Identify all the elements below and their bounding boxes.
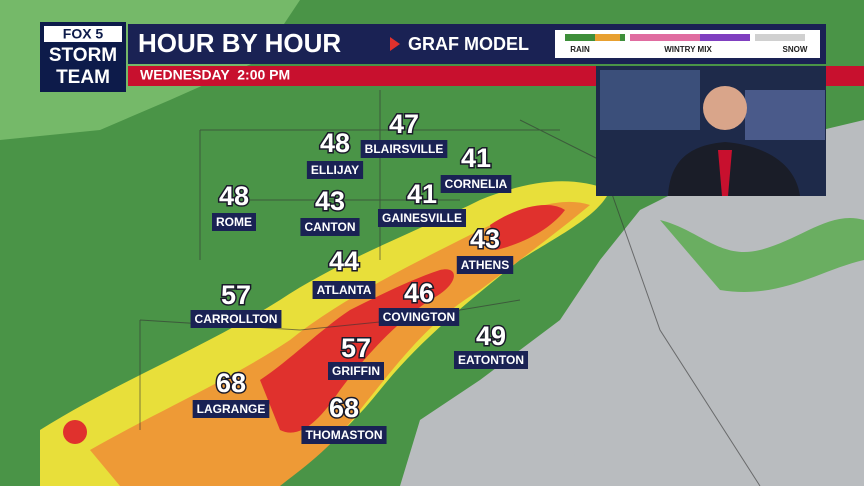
logo-brand: FOX 5 bbox=[63, 26, 104, 42]
city-temp: 48 bbox=[320, 128, 350, 158]
city-name-box bbox=[453, 351, 529, 369]
city-name-box bbox=[378, 308, 460, 326]
city-name-box bbox=[440, 175, 512, 193]
city-temp: 44 bbox=[329, 246, 359, 276]
city-temp: 49 bbox=[476, 321, 506, 351]
city-name: EATONTON bbox=[458, 353, 524, 367]
legend-swatch bbox=[595, 34, 620, 41]
radar-rain-light bbox=[660, 217, 864, 293]
city-temp: 57 bbox=[341, 333, 371, 363]
city-name: ROME bbox=[216, 215, 252, 229]
presenter-head bbox=[703, 86, 747, 130]
city-name: ELLIJAY bbox=[311, 163, 359, 177]
city-name: ATHENS bbox=[461, 258, 509, 272]
legend-label: RAIN bbox=[570, 45, 590, 54]
city-name: CORNELIA bbox=[445, 177, 508, 191]
city-temp: 46 bbox=[404, 278, 434, 308]
presenter-body bbox=[668, 142, 800, 196]
city-labels: 47 BLAIRSVILLE 48 ELLIJAY 41 CORNELIA 48 ROME 43… bbox=[190, 108, 529, 444]
studio-background bbox=[600, 70, 700, 130]
city-name-box bbox=[300, 218, 360, 236]
city-name-box bbox=[190, 310, 282, 328]
city-name: THOMASTON bbox=[305, 428, 382, 442]
logo-brand-box bbox=[44, 26, 122, 42]
city-temp: 43 bbox=[315, 186, 345, 216]
city-name-box bbox=[360, 140, 448, 158]
city-name-box bbox=[312, 281, 376, 299]
studio-background bbox=[745, 90, 825, 140]
model: GRAF MODEL bbox=[408, 34, 529, 54]
city-name: CANTON bbox=[304, 220, 355, 234]
radar-rain-intense bbox=[490, 205, 565, 250]
city-name: ATLANTA bbox=[317, 283, 372, 297]
title: HOUR BY HOUR bbox=[138, 28, 341, 58]
city-name: BLAIRSVILLE bbox=[365, 142, 444, 156]
legend-swatch bbox=[700, 34, 750, 41]
legend-swatch bbox=[630, 34, 750, 41]
city-name-box bbox=[212, 213, 256, 231]
city-name-box bbox=[192, 400, 270, 418]
city-temp: 68 bbox=[216, 368, 246, 398]
city-temp: 41 bbox=[461, 143, 491, 173]
legend-swatch bbox=[755, 34, 805, 41]
city-temp: 48 bbox=[219, 181, 249, 211]
city-name: CARROLLTON bbox=[195, 312, 278, 326]
city-name-box bbox=[456, 256, 514, 274]
city-temp: 47 bbox=[389, 109, 419, 139]
legend-label: SNOW bbox=[783, 45, 808, 54]
legend-label: WINTRY MIX bbox=[664, 45, 712, 54]
radar-rain-intense bbox=[63, 420, 87, 444]
arrow-icon bbox=[390, 37, 400, 51]
city-temp: 57 bbox=[221, 280, 251, 310]
city-temp: 43 bbox=[470, 224, 500, 254]
city-name-box bbox=[328, 362, 384, 380]
city-name: GRIFFIN bbox=[332, 364, 380, 378]
city-name-box bbox=[306, 161, 364, 179]
map-background bbox=[560, 240, 864, 486]
city-name: COVINGTON bbox=[383, 310, 455, 324]
city-name: LAGRANGE bbox=[197, 402, 266, 416]
subtitle: WEDNESDAY 2:00 PM bbox=[140, 67, 290, 83]
city-name-box bbox=[377, 209, 467, 227]
city-temp: 68 bbox=[329, 393, 359, 423]
logo-line: STORM bbox=[49, 45, 117, 66]
city-name: GAINESVILLE bbox=[382, 211, 462, 225]
city-temp: 41 bbox=[407, 179, 437, 209]
presenter-tie bbox=[718, 150, 732, 196]
logo-line: TEAM bbox=[56, 67, 110, 88]
city-name-box bbox=[301, 426, 387, 444]
